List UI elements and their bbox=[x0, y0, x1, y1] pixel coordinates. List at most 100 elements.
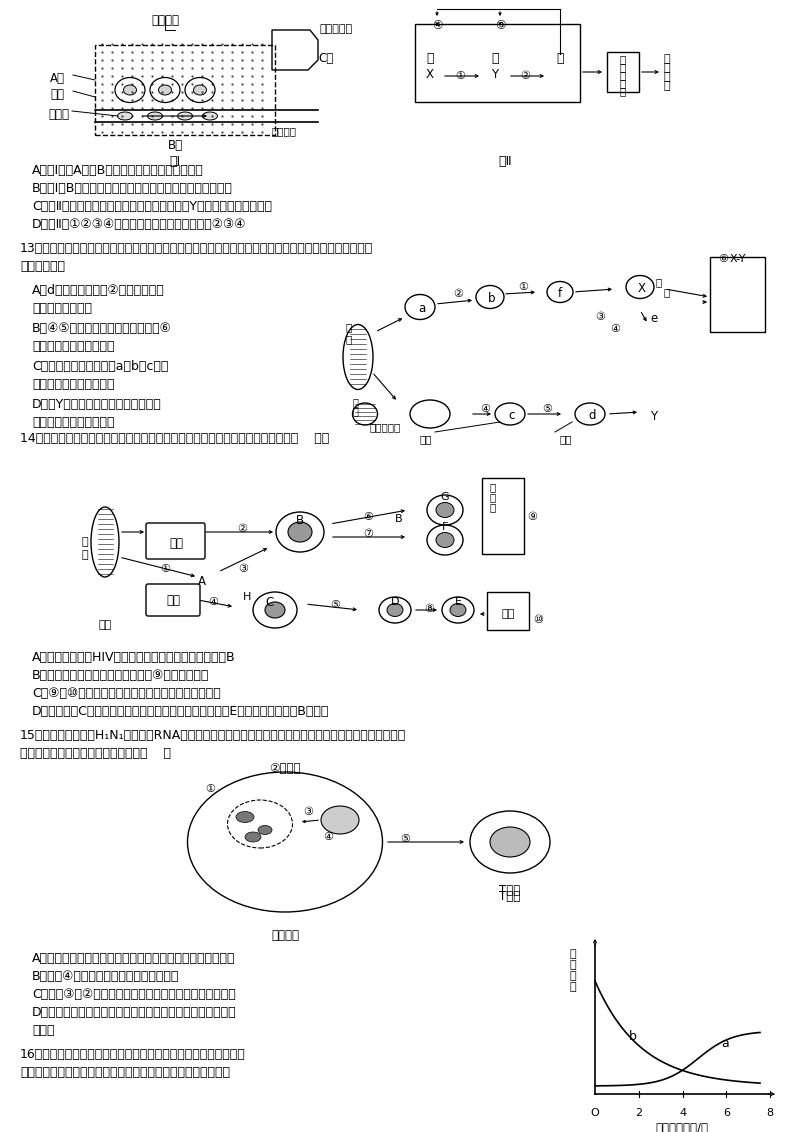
Text: ⑥: ⑥ bbox=[718, 254, 728, 264]
Text: 的过程: 的过程 bbox=[32, 1024, 54, 1037]
Text: G: G bbox=[441, 492, 450, 501]
Text: ④: ④ bbox=[432, 19, 442, 32]
Text: C．图Ⅱ中甲所代表的结构名称是下丘脑，激素Y的名称是促甲状腺激素: C．图Ⅱ中甲所代表的结构名称是下丘脑，激素Y的名称是促甲状腺激素 bbox=[32, 200, 272, 213]
Text: B: B bbox=[296, 514, 304, 528]
Ellipse shape bbox=[490, 827, 530, 857]
Bar bbox=[487, 592, 529, 631]
Text: d: d bbox=[588, 409, 595, 422]
Text: ③: ③ bbox=[494, 19, 506, 32]
Ellipse shape bbox=[427, 495, 463, 525]
Text: ①: ① bbox=[160, 564, 170, 574]
Text: 测了该种子中的两种植物激素在低温贮藏过程中的含量变化，结: 测了该种子中的两种植物激素在低温贮藏过程中的含量变化，结 bbox=[20, 1066, 230, 1079]
Text: ⑤: ⑤ bbox=[542, 404, 552, 414]
Text: ①: ① bbox=[455, 71, 465, 82]
Text: 素: 素 bbox=[569, 960, 576, 970]
Text: A液: A液 bbox=[50, 72, 65, 85]
Text: 激: 激 bbox=[663, 288, 670, 297]
Ellipse shape bbox=[150, 77, 180, 103]
Text: 胸: 胸 bbox=[352, 397, 358, 408]
Text: ①: ① bbox=[518, 282, 528, 292]
Text: ④: ④ bbox=[323, 832, 333, 842]
Text: 4: 4 bbox=[679, 1108, 686, 1118]
Text: 状: 状 bbox=[620, 62, 626, 72]
Text: E: E bbox=[454, 597, 462, 607]
Text: 甲: 甲 bbox=[620, 54, 626, 65]
Text: D．图Ⅱ中①②③④四个过程，具有抑制作用的是②③④: D．图Ⅱ中①②③④四个过程，具有抑制作用的是②③④ bbox=[32, 218, 246, 231]
Text: 造血干细胞: 造血干细胞 bbox=[370, 422, 402, 432]
Ellipse shape bbox=[575, 403, 605, 424]
Text: 图Ⅰ: 图Ⅰ bbox=[170, 155, 181, 168]
Text: ⑤: ⑤ bbox=[400, 834, 410, 844]
Text: F: F bbox=[442, 522, 448, 532]
Text: 16．某植物种子成熟后需经低温贮藏才能萌发，为探究其原因，检: 16．某植物种子成熟后需经低温贮藏才能萌发，为探究其原因，检 bbox=[20, 1048, 246, 1061]
Text: Y: Y bbox=[650, 410, 657, 423]
Text: 刺: 刺 bbox=[655, 277, 662, 288]
Text: 髓: 髓 bbox=[345, 334, 351, 344]
Text: a: a bbox=[418, 302, 426, 315]
Text: T细胞: T细胞 bbox=[499, 890, 521, 903]
Ellipse shape bbox=[158, 85, 171, 95]
Bar bbox=[710, 257, 765, 332]
Text: C．由造血干细胞形成的a、b、c细胞: C．由造血干细胞形成的a、b、c细胞 bbox=[32, 360, 168, 374]
Ellipse shape bbox=[410, 400, 450, 428]
Text: H: H bbox=[243, 592, 251, 602]
Ellipse shape bbox=[288, 522, 312, 542]
Ellipse shape bbox=[626, 275, 654, 299]
Text: Y: Y bbox=[491, 68, 498, 82]
Ellipse shape bbox=[353, 403, 378, 424]
Text: ②: ② bbox=[237, 524, 247, 534]
Text: D．图中反映了吞噬细胞吞噬和处理抗原，并暴露和呈递抗原: D．图中反映了吞噬细胞吞噬和处理抗原，并暴露和呈递抗原 bbox=[32, 1006, 237, 1019]
Text: 图Ⅱ: 图Ⅱ bbox=[498, 155, 512, 168]
Ellipse shape bbox=[258, 825, 272, 834]
Text: b: b bbox=[488, 292, 495, 305]
Text: 胞: 胞 bbox=[664, 63, 670, 72]
Ellipse shape bbox=[187, 772, 382, 912]
Ellipse shape bbox=[202, 112, 218, 120]
Text: 膜上糖蛋白的参与: 膜上糖蛋白的参与 bbox=[32, 302, 92, 315]
Ellipse shape bbox=[265, 602, 285, 618]
Text: 含: 含 bbox=[569, 971, 576, 981]
Text: 激: 激 bbox=[620, 78, 626, 88]
Text: X: X bbox=[426, 68, 434, 82]
Text: 激: 激 bbox=[569, 949, 576, 959]
Text: 血流: 血流 bbox=[50, 88, 64, 101]
Ellipse shape bbox=[547, 282, 573, 302]
Text: 毛细血管: 毛细血管 bbox=[272, 126, 297, 136]
Text: ③: ③ bbox=[238, 564, 248, 574]
Bar bbox=[482, 478, 524, 554]
Text: ②: ② bbox=[520, 71, 530, 82]
Text: A．若发生感染，HIV进入人体后，主要侵染图中的细胞B: A．若发生感染，HIV进入人体后，主要侵染图中的细胞B bbox=[32, 651, 236, 664]
Text: 内蛋白质的种类有所不同: 内蛋白质的种类有所不同 bbox=[32, 378, 114, 391]
Ellipse shape bbox=[123, 85, 137, 95]
Text: 骨: 骨 bbox=[82, 537, 89, 547]
Text: O: O bbox=[590, 1108, 599, 1118]
Text: ④: ④ bbox=[208, 597, 218, 607]
Text: 过程是抗原与抗体的结合: 过程是抗原与抗体的结合 bbox=[32, 340, 114, 353]
Text: C液: C液 bbox=[318, 52, 334, 65]
Text: A．图Ⅰ中，A液与B液中的各种成分含量基本相同: A．图Ⅰ中，A液与B液中的各种成分含量基本相同 bbox=[32, 164, 204, 177]
Text: ⑧: ⑧ bbox=[424, 604, 434, 614]
Text: B: B bbox=[395, 514, 402, 524]
Ellipse shape bbox=[436, 532, 454, 548]
Text: 乙: 乙 bbox=[491, 52, 498, 65]
Ellipse shape bbox=[321, 806, 359, 834]
FancyBboxPatch shape bbox=[146, 523, 205, 559]
Ellipse shape bbox=[91, 507, 119, 577]
Ellipse shape bbox=[115, 77, 145, 103]
Text: A．d细胞为浆细胞；②过程需要细胞: A．d细胞为浆细胞；②过程需要细胞 bbox=[32, 284, 165, 297]
Text: 髓: 髓 bbox=[82, 550, 89, 560]
Text: ①: ① bbox=[205, 784, 215, 794]
Ellipse shape bbox=[436, 503, 454, 517]
Text: 胞: 胞 bbox=[490, 501, 496, 512]
Text: 组织细胞: 组织细胞 bbox=[151, 14, 179, 27]
Text: D: D bbox=[390, 597, 399, 607]
Ellipse shape bbox=[276, 512, 324, 552]
Text: T细胞: T细胞 bbox=[499, 884, 521, 897]
Text: X: X bbox=[638, 282, 646, 295]
Bar bbox=[95, 45, 275, 135]
Text: 抗体: 抗体 bbox=[502, 609, 514, 619]
Ellipse shape bbox=[470, 811, 550, 873]
Text: 胸腺: 胸腺 bbox=[169, 537, 183, 550]
Ellipse shape bbox=[194, 85, 206, 95]
Ellipse shape bbox=[442, 597, 474, 623]
